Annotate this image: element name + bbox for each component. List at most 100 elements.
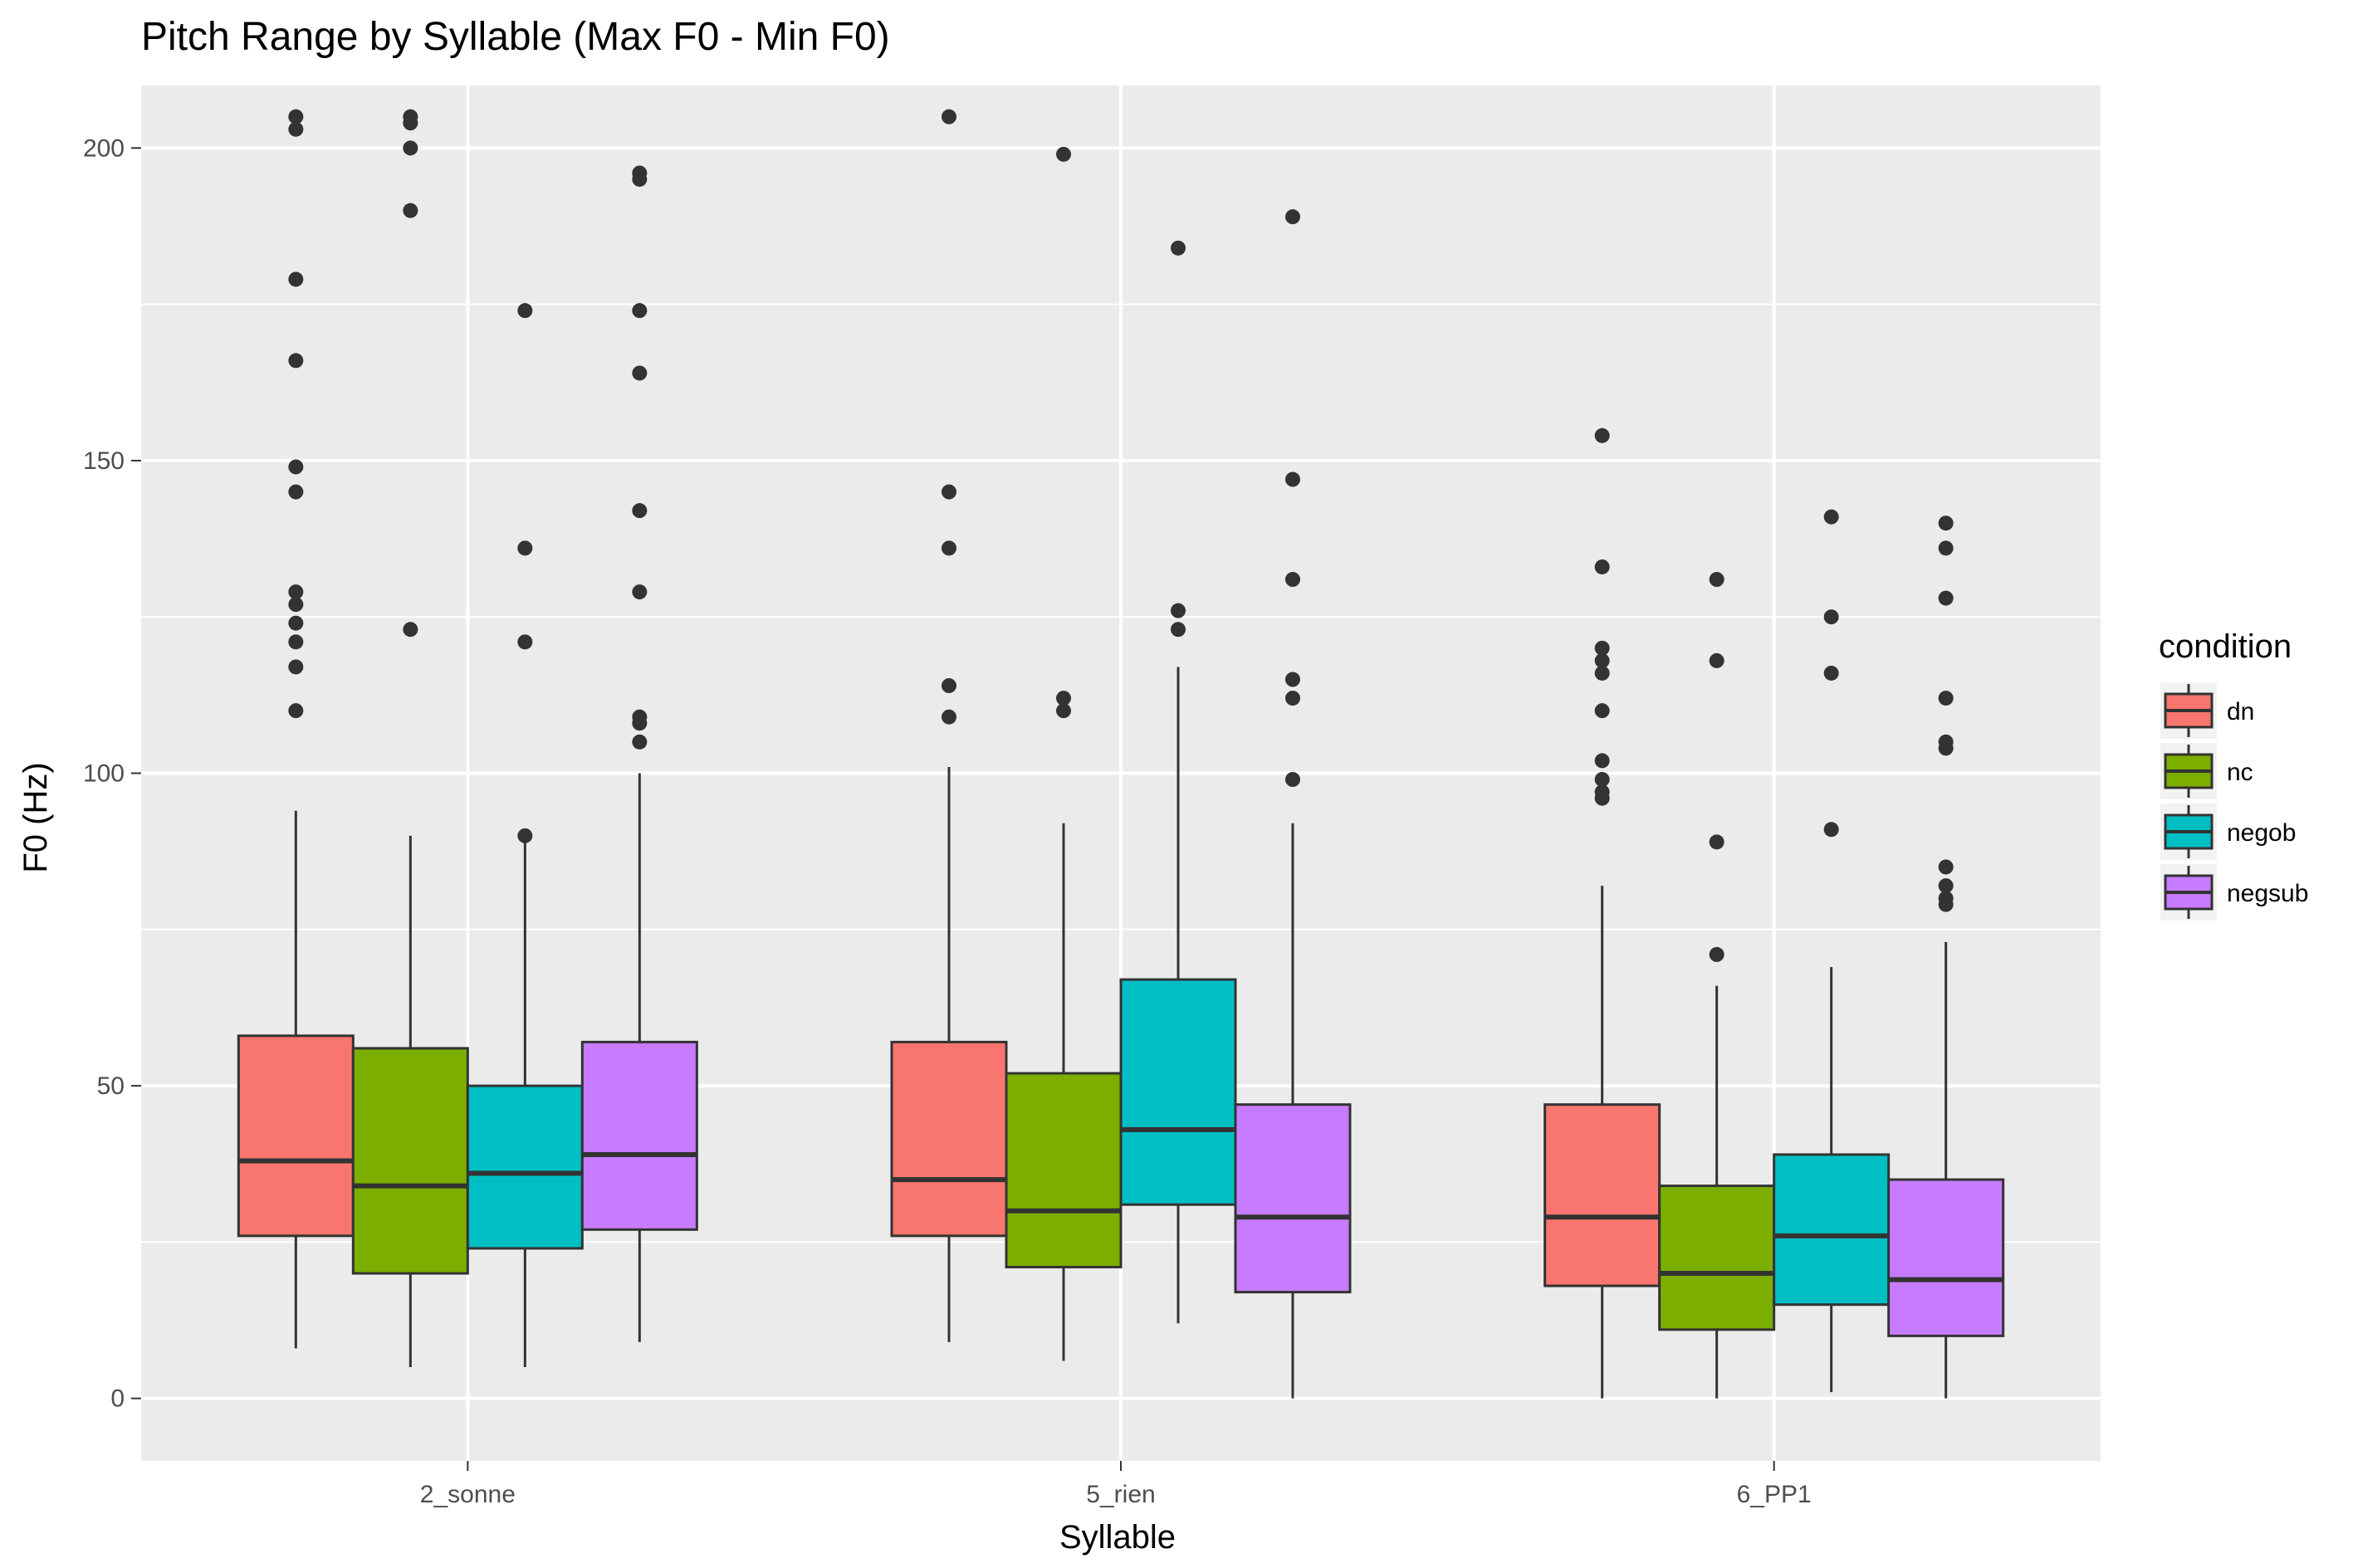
box-negob-6_PP1 — [1773, 509, 1891, 1393]
box-negsub-2_sonne — [580, 165, 698, 1342]
outlier-point — [1285, 672, 1300, 687]
outlier-point — [632, 584, 648, 600]
outlier-point — [1594, 640, 1610, 656]
outlier-point — [1938, 515, 1954, 531]
box-dn-6_PP1 — [1543, 427, 1661, 1399]
outlier-point — [1938, 734, 1954, 750]
outlier-point — [632, 503, 648, 519]
outlier-point — [1938, 878, 1954, 894]
outlier-point — [1709, 946, 1724, 962]
outlier-point — [288, 597, 304, 613]
outlier-point — [403, 203, 418, 218]
outlier-point — [288, 484, 304, 500]
outlier-point — [1285, 772, 1300, 788]
outlier-point — [942, 484, 956, 500]
box-negsub-6_PP1 — [1887, 515, 2005, 1399]
box-dn-5_rien — [890, 109, 1008, 1342]
legend-label: negsub — [2227, 880, 2308, 907]
outlier-point — [942, 540, 956, 556]
box-dn-2_sonne — [237, 109, 355, 1349]
outlier-point — [1594, 703, 1610, 719]
box-iqr — [1543, 1103, 1661, 1287]
legend-label: nc — [2227, 759, 2253, 786]
x-tick-label: 6_PP1 — [1737, 1481, 1812, 1508]
outlier-point — [1938, 590, 1954, 606]
chart-title: Pitch Range by Syllable (Max F0 - Min F0… — [141, 15, 890, 59]
outlier-point — [632, 709, 648, 725]
outlier-point — [1285, 471, 1300, 487]
box-layer — [237, 109, 2005, 1399]
legend-title: condition — [2159, 628, 2292, 665]
outlier-point — [1594, 772, 1610, 788]
outlier-point — [1056, 691, 1071, 706]
box-iqr — [890, 1040, 1008, 1238]
box-iqr — [1658, 1185, 1776, 1331]
outlier-point — [288, 109, 304, 125]
outlier-point — [632, 365, 648, 381]
outlier-point — [1938, 891, 1954, 906]
outlier-point — [1823, 822, 1839, 838]
outlier-point — [1285, 691, 1300, 706]
outlier-point — [403, 109, 418, 125]
box-iqr — [580, 1040, 698, 1231]
outlier-point — [942, 109, 956, 125]
outlier-point — [1171, 240, 1186, 256]
box-iqr — [237, 1034, 355, 1238]
outlier-point — [288, 271, 304, 287]
outlier-point — [288, 703, 304, 719]
y-axis-title: F0 (Hz) — [17, 762, 54, 872]
outlier-point — [1823, 665, 1839, 681]
y-tick-label: 100 — [83, 760, 125, 788]
outlier-point — [517, 634, 533, 650]
box-iqr — [1773, 1153, 1891, 1307]
box-iqr — [1005, 1072, 1123, 1269]
outlier-point — [517, 828, 533, 843]
box-iqr — [466, 1084, 584, 1250]
outlier-point — [1056, 146, 1071, 162]
legend-item-negob: negob — [2160, 804, 2296, 860]
outlier-point — [288, 615, 304, 631]
x-axis: 2_sonne 5_rien 6_PP1 — [420, 1461, 1812, 1508]
outlier-point — [632, 734, 648, 750]
outlier-point — [1938, 859, 1954, 875]
y-axis: 0 50 100 150 200 — [83, 134, 141, 1413]
box-negob-5_rien — [1119, 240, 1237, 1324]
outlier-point — [1709, 834, 1724, 850]
y-tick-label: 0 — [110, 1385, 125, 1413]
outlier-point — [1823, 609, 1839, 625]
outlier-point — [288, 353, 304, 369]
box-iqr — [1234, 1103, 1352, 1294]
outlier-point — [1594, 559, 1610, 574]
outlier-point — [942, 709, 956, 725]
outlier-point — [632, 165, 648, 181]
outlier-point — [1171, 622, 1186, 637]
outlier-point — [288, 584, 304, 600]
box-nc-6_PP1 — [1658, 572, 1776, 1399]
outlier-point — [632, 303, 648, 319]
outlier-point — [1938, 540, 1954, 556]
outlier-point — [288, 121, 304, 137]
y-tick-label: 150 — [83, 447, 125, 475]
outlier-point — [1594, 427, 1610, 443]
outlier-point — [517, 540, 533, 556]
outlier-point — [1285, 209, 1300, 225]
outlier-point — [942, 678, 956, 694]
box-iqr — [1119, 978, 1237, 1206]
outlier-point — [1823, 509, 1839, 525]
outlier-point — [517, 303, 533, 319]
legend-item-nc: nc — [2160, 743, 2253, 799]
outlier-point — [1709, 652, 1724, 668]
x-axis-title: Syllable — [1059, 1519, 1176, 1556]
legend-label: dn — [2227, 698, 2254, 725]
y-tick-label: 200 — [83, 134, 125, 162]
legend: condition dn nc negob negsub — [2159, 628, 2308, 921]
outlier-point — [1594, 652, 1610, 668]
outlier-point — [288, 634, 304, 650]
outlier-point — [1171, 603, 1186, 618]
legend-item-negsub: negsub — [2160, 864, 2308, 921]
outlier-point — [1594, 784, 1610, 800]
box-negsub-5_rien — [1234, 209, 1352, 1399]
outlier-point — [1285, 572, 1300, 588]
x-tick-label: 2_sonne — [420, 1481, 516, 1508]
